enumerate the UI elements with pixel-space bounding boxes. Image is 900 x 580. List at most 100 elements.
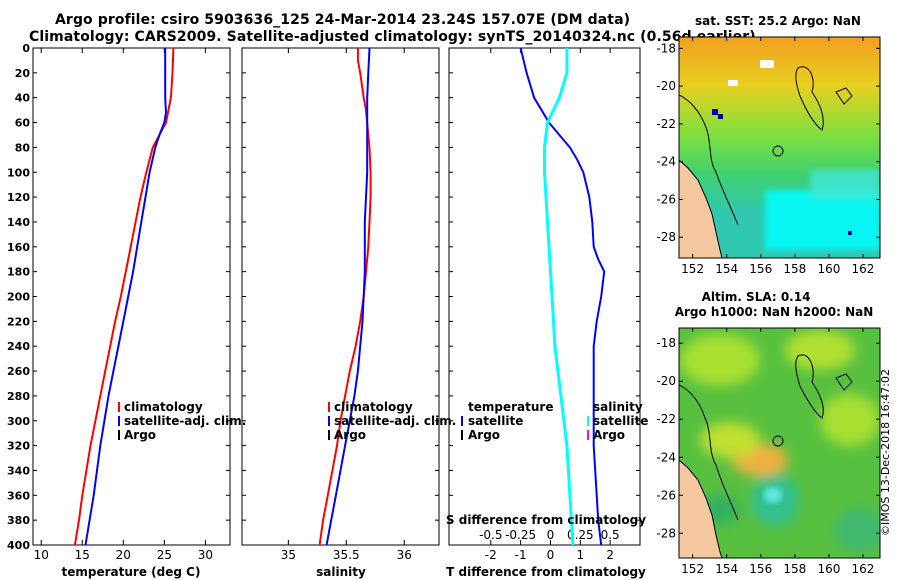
x-tick-label: 20 xyxy=(116,548,131,562)
series-line-satellite-adj-clim- xyxy=(325,47,371,546)
sst-cloud-patch xyxy=(760,60,774,68)
x-tick-label: 2 xyxy=(606,548,614,562)
sst-cloud-patch xyxy=(728,80,738,86)
y-tick-label: 0 xyxy=(22,42,30,55)
map-x-tick-label: 162 xyxy=(852,562,875,576)
sst-cyan-patch xyxy=(810,170,880,200)
map-y-tick-label: -20 xyxy=(656,374,676,388)
map-x-tick-label: 162 xyxy=(852,262,875,276)
argo-location-marker xyxy=(772,435,784,447)
map-y-tick-label: -24 xyxy=(656,450,676,464)
sla-reef-contour xyxy=(835,373,853,391)
map-x-tick-label: 158 xyxy=(783,262,806,276)
y-tick-label: 340 xyxy=(7,464,30,477)
chart-title-line1: Argo profile: csiro 5903636_125 24-Mar-2… xyxy=(55,12,631,28)
sst-land-australia xyxy=(679,159,723,258)
legend-swatch-argo xyxy=(328,430,330,440)
x-tick-label: 25 xyxy=(157,548,172,562)
argo-location-marker xyxy=(772,145,784,157)
y-tick-label: 80 xyxy=(15,141,31,154)
legend-label-satellite: satellite-adj. clim. xyxy=(334,414,456,428)
salinity-plot: 35 35.5 36 xyxy=(242,47,439,562)
sst-bathymetry-contour xyxy=(679,94,739,226)
series-line-climatology xyxy=(318,48,372,546)
sla-map xyxy=(679,328,880,558)
sst-cold-pixel xyxy=(848,231,852,235)
legend-label-t-argo: Argo xyxy=(468,428,500,442)
legend-title-salinity: salinity xyxy=(593,400,643,414)
legend-swatch-t-argo xyxy=(461,430,463,440)
top-x-tick-label: 0.5 xyxy=(601,528,620,542)
map-y-tick-label: -24 xyxy=(656,155,676,169)
legend-swatch-satellite xyxy=(118,416,120,426)
sla-bathymetry-contour xyxy=(679,384,739,521)
salinity-legend: climatology satellite-adj. clim. Argo xyxy=(328,400,456,442)
x-tick-label: 15 xyxy=(75,548,90,562)
series-line-satellite-adj-clim- xyxy=(84,48,168,546)
sst-cold-pixel xyxy=(718,114,723,119)
salinity-xlabel: salinity xyxy=(316,565,366,579)
legend-swatch-s-satellite xyxy=(587,416,589,426)
sla-map-title2: Argo h1000: NaN h2000: NaN xyxy=(675,305,874,319)
map-x-tick-label: 152 xyxy=(681,562,704,576)
y-tick-label: 100 xyxy=(7,166,30,179)
sla-high-blob xyxy=(680,334,760,386)
sla-low-blob xyxy=(835,508,880,552)
y-tick-label: 60 xyxy=(15,117,31,130)
x-tick-label: 36 xyxy=(397,548,412,562)
x-tick-label: 10 xyxy=(34,548,49,562)
sst-map-ticks: 152 154 156 158 160 162 -18 -20 -22 -24 -26 -28 xyxy=(656,37,880,276)
legend-label-climatology: climatology xyxy=(334,400,413,414)
legend-swatch-climatology xyxy=(328,402,330,412)
difference-panel-frame xyxy=(448,47,641,546)
x-tick-label: 30 xyxy=(198,548,213,562)
y-tick-label: 260 xyxy=(7,365,30,378)
sla-high-blob xyxy=(785,330,855,370)
legend-swatch-s-argo xyxy=(587,430,589,440)
sla-land-australia xyxy=(679,459,723,558)
sla-high-blob xyxy=(820,394,880,446)
x-tick-label: 1 xyxy=(576,548,584,562)
y-tick-label: 280 xyxy=(7,390,30,403)
sst-reef-contour xyxy=(795,66,824,131)
map-y-tick-label: -28 xyxy=(656,230,676,244)
y-tick-label: 240 xyxy=(7,340,30,353)
legend-label-climatology: climatology xyxy=(124,400,203,414)
sla-high-blob xyxy=(700,422,760,458)
y-tick-label: 200 xyxy=(7,291,30,304)
y-tick-label: 180 xyxy=(7,266,30,279)
y-tick-label: 320 xyxy=(7,440,30,453)
map-y-tick-label: -28 xyxy=(656,526,676,540)
map-y-tick-label: -20 xyxy=(656,79,676,93)
map-y-tick-label: -22 xyxy=(656,412,676,426)
map-y-tick-label: -26 xyxy=(656,192,676,206)
top-x-tick-label: 0 xyxy=(547,528,555,542)
y-tick-label: 360 xyxy=(7,489,30,502)
temperature-plot: 0 20 40 60 80 100 120 140 160 180 200 220 240 260 280 3… xyxy=(7,42,230,562)
temperature-panel-frame xyxy=(32,47,231,546)
sst-map xyxy=(679,37,880,258)
difference-legend: temperature satellite Argo salinity sate… xyxy=(461,400,648,442)
legend-label-s-satellite: satellite xyxy=(593,414,648,428)
legend-label-argo: Argo xyxy=(334,428,366,442)
sla-map-title1: Altim. SLA: 0.14 xyxy=(702,290,811,304)
x-tick-label: 0 xyxy=(547,548,555,562)
y-tick-label: 380 xyxy=(7,514,30,527)
sla-map-ticks: 152 154 156 158 160 162 -18 -20 -22 -24 -26 -28 xyxy=(656,328,880,576)
temperature-xlabel: temperature (deg C) xyxy=(62,565,201,579)
legend-label-t-satellite: satellite xyxy=(468,414,523,428)
y-tick-label: 400 xyxy=(7,539,30,552)
legend-swatch-argo xyxy=(118,430,120,440)
map-x-tick-label: 154 xyxy=(715,562,738,576)
sst-map-title: sat. SST: 25.2 Argo: NaN xyxy=(695,14,861,28)
sla-reef-contour xyxy=(795,354,824,419)
legend-swatch-t-satellite xyxy=(461,416,463,426)
chart-title-line2: Climatology: CARS2009. Satellite-adjuste… xyxy=(29,29,756,45)
legend-label-argo: Argo xyxy=(124,428,156,442)
sla-map-frame xyxy=(678,327,881,559)
map-x-tick-label: 160 xyxy=(817,262,840,276)
map-x-tick-label: 154 xyxy=(715,262,738,276)
y-tick-label: 120 xyxy=(7,191,30,204)
